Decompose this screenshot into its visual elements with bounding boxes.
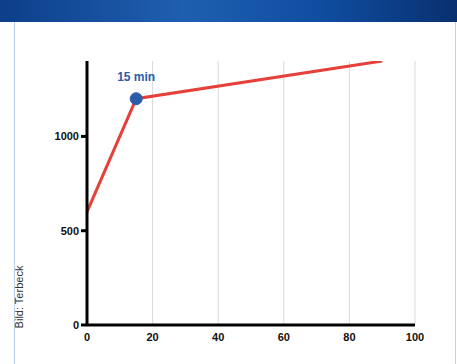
html-text:Bild: Terbeck: Bild: Terbeck [13, 265, 25, 329]
svg-text:100: 100 [406, 331, 424, 343]
svg-text:60: 60 [278, 331, 290, 343]
svg-text:1000: 1000 [55, 130, 79, 142]
svg-text:20: 20 [146, 331, 158, 343]
svg-text:0: 0 [84, 331, 90, 343]
svg-text:0: 0 [73, 319, 79, 331]
svg-text:40: 40 [212, 331, 224, 343]
svg-text:500: 500 [61, 225, 79, 237]
svg-text:15 min: 15 min [117, 70, 155, 84]
svg-text:80: 80 [343, 331, 355, 343]
